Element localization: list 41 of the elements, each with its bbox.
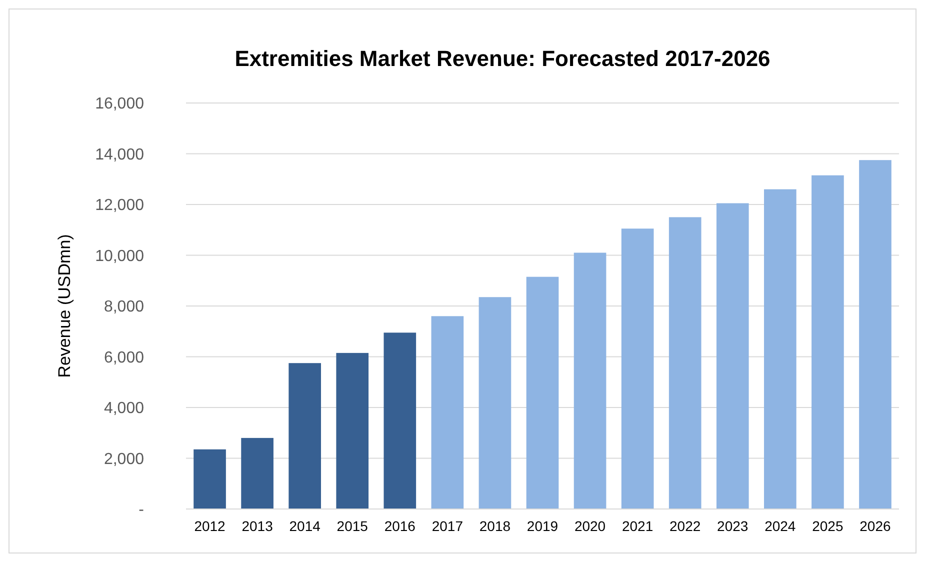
bar xyxy=(859,160,892,509)
y-tick-label: 6,000 xyxy=(104,349,144,366)
bar xyxy=(621,228,654,509)
x-tick-label: 2024 xyxy=(764,518,796,534)
y-tick-label: 8,000 xyxy=(104,298,144,316)
x-tick-label: 2018 xyxy=(479,518,511,534)
bar xyxy=(812,175,844,509)
x-tick-label: 2016 xyxy=(384,518,416,534)
y-tick-label: 4,000 xyxy=(104,400,144,418)
chart-title: Extremities Market Revenue: Forecasted 2017-2026 xyxy=(234,46,770,71)
y-tick-label: 16,000 xyxy=(95,96,144,113)
bar xyxy=(526,276,559,509)
x-tick-label: 2023 xyxy=(717,518,748,534)
x-tick-label: 2021 xyxy=(622,518,654,534)
bar xyxy=(574,252,606,509)
bar xyxy=(716,203,749,509)
x-tick-label: 2026 xyxy=(860,518,892,534)
y-tick-label: 12,000 xyxy=(95,197,144,214)
y-tick-label: 10,000 xyxy=(95,248,144,265)
bar xyxy=(288,363,321,509)
x-tick-label: 2017 xyxy=(432,518,464,534)
y-tick-label: 2,000 xyxy=(104,450,144,468)
x-tick-label: 2025 xyxy=(812,518,844,534)
x-tick-label: 2012 xyxy=(194,518,226,534)
y-tick-label: 14,000 xyxy=(95,146,144,164)
x-tick-label: 2022 xyxy=(670,518,701,534)
bar xyxy=(384,332,416,509)
y-tick-label: - xyxy=(138,502,144,519)
x-tick-label: 2020 xyxy=(574,518,606,534)
bar xyxy=(478,297,512,509)
bar xyxy=(764,189,796,509)
bar xyxy=(668,217,702,509)
x-tick-label: 2019 xyxy=(526,518,558,534)
y-axis-title: Revenue (USDmn) xyxy=(55,234,74,378)
x-tick-label: 2014 xyxy=(289,518,321,534)
bar xyxy=(241,438,274,509)
bar xyxy=(336,352,369,509)
x-tick-label: 2013 xyxy=(242,518,274,534)
bar xyxy=(431,316,464,509)
x-tick-label: 2015 xyxy=(336,518,368,534)
bar xyxy=(194,449,226,509)
